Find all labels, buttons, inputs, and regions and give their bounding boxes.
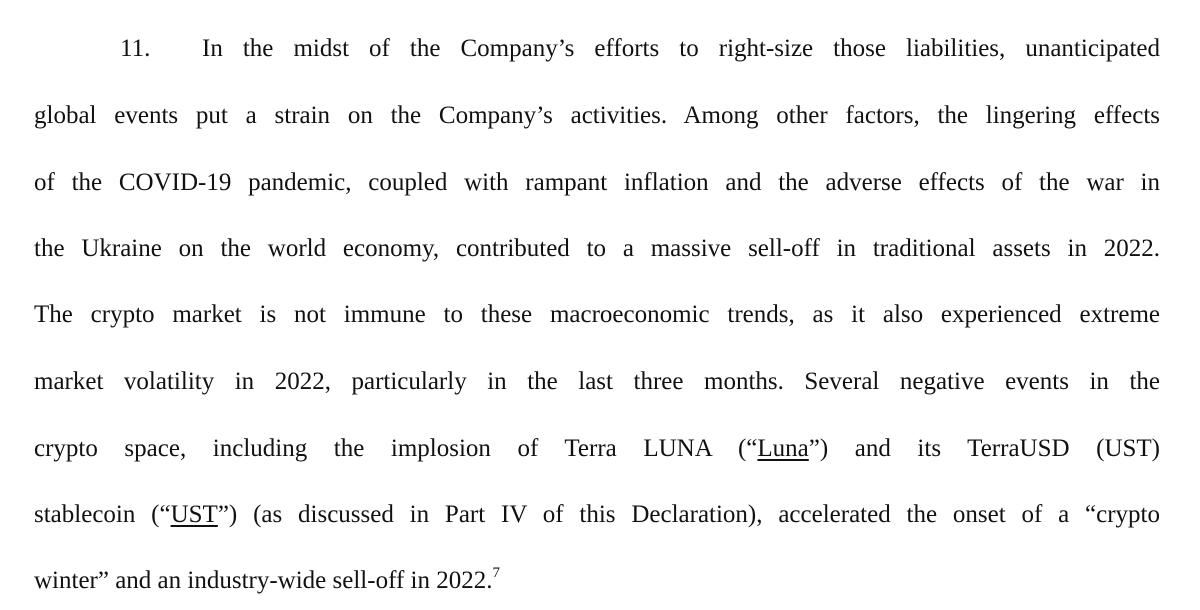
defined-term-ust: UST bbox=[170, 501, 218, 528]
paragraph-line-4: the Ukraine on the world economy, contri… bbox=[34, 235, 1160, 262]
paragraph-line-6: market volatility in 2022, particularly … bbox=[34, 368, 1160, 395]
line-1-text: In the midst of the Company’s efforts to… bbox=[202, 35, 1160, 62]
defined-term-luna: Luna bbox=[757, 435, 809, 462]
footnote-reference[interactable]: 7 bbox=[492, 564, 500, 581]
line-8-post: ”) (as discussed in Part IV of this Decl… bbox=[217, 501, 1160, 528]
line-7-post: ”) and its TerraUSD (UST) bbox=[808, 435, 1161, 462]
paragraph-line-7: crypto space, including the implosion of… bbox=[34, 434, 1160, 464]
line-7-pre: crypto space, including the implosion of… bbox=[34, 435, 758, 462]
line-9-text: winter” and an industry-wide sell-off in… bbox=[34, 567, 493, 594]
paragraph-line-2: global events put a strain on the Compan… bbox=[34, 102, 1160, 129]
paragraph-line-1: 11. In the midst of the Company’s efforts… bbox=[34, 34, 1160, 64]
paragraph-line-5: The crypto market is not immune to these… bbox=[34, 301, 1160, 328]
paragraph-line-3: of the COVID-19 pandemic, coupled with r… bbox=[34, 169, 1160, 196]
paragraph-line-8: stablecoin (“UST”) (as discussed in Part… bbox=[34, 500, 1160, 530]
paragraph-line-9: winter” and an industry-wide sell-off in… bbox=[34, 564, 1160, 596]
paragraph-number: 11. bbox=[120, 35, 151, 62]
line-8-pre: stablecoin (“ bbox=[34, 501, 171, 528]
